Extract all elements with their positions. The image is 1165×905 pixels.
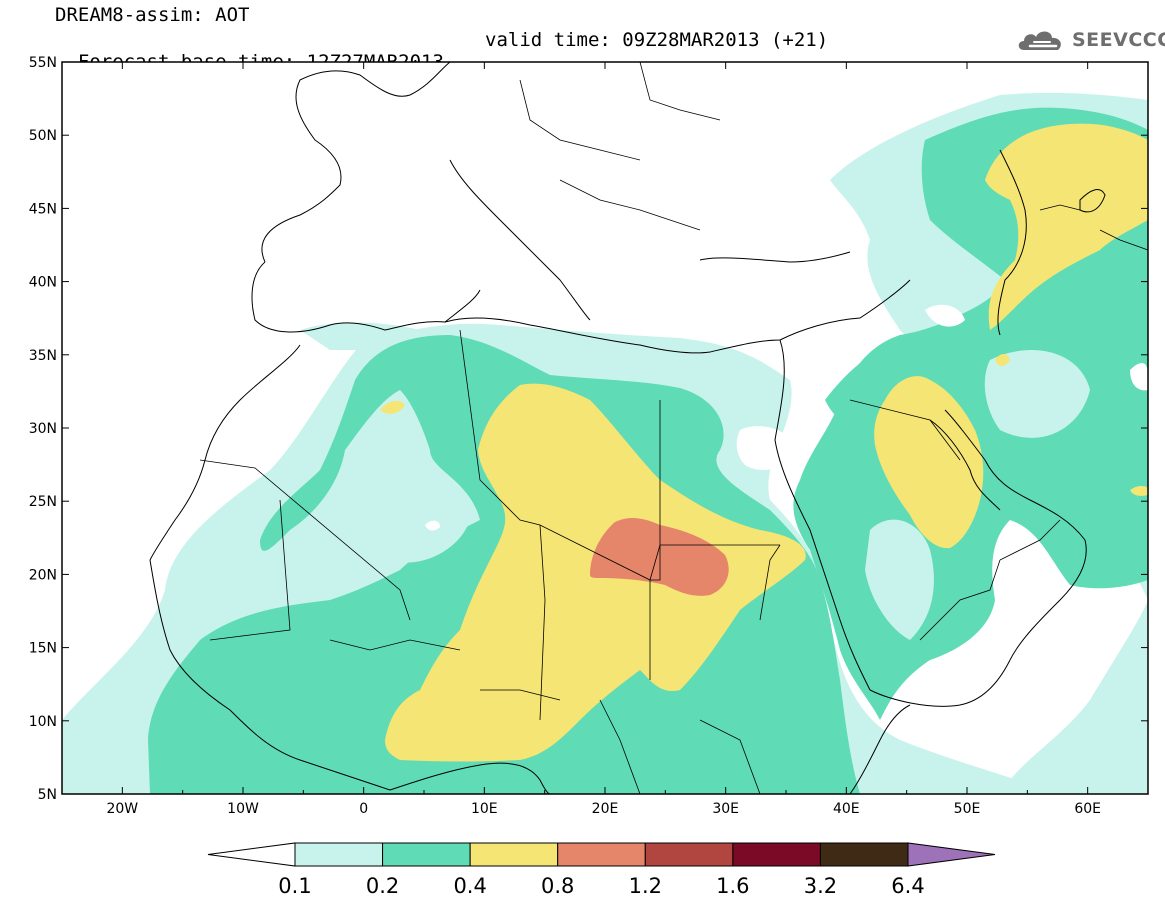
lat-label: 25N <box>29 494 57 510</box>
lat-label: 5N <box>38 787 57 803</box>
lat-label: 30N <box>29 421 57 437</box>
colorbar-label: 1.6 <box>716 874 749 898</box>
lat-label: 20N <box>29 567 57 583</box>
colorbar-label: 0.8 <box>541 874 574 898</box>
logo-text: SEEVCCC <box>1072 29 1165 51</box>
lon-label: 60E <box>1074 801 1101 817</box>
lat-label: 55N <box>29 55 57 71</box>
colorbar-label: 0.1 <box>278 874 311 898</box>
lon-label: 20E <box>592 801 619 817</box>
lat-label: 35N <box>29 348 57 364</box>
colorbar-swatch <box>382 842 471 867</box>
colorbar-swatch <box>469 842 559 867</box>
colorbar-label: 0.2 <box>366 874 399 898</box>
cloud-icon <box>1018 31 1061 50</box>
colorbar-label: 0.4 <box>453 874 486 898</box>
colorbar-swatch <box>819 842 909 867</box>
colorbar-label: 3.2 <box>804 874 837 898</box>
lon-label: 50E <box>954 801 981 817</box>
lat-label: 45N <box>29 201 57 217</box>
lat-label: 15N <box>29 641 57 657</box>
lon-label: 20W <box>106 801 138 817</box>
lat-label: 40N <box>29 275 57 291</box>
lat-label: 50N <box>29 128 57 144</box>
valid-time-text: valid time: 09Z28MAR2013 (+21) <box>485 29 829 51</box>
lon-label: 10E <box>471 801 498 817</box>
map-title: DREAM8-assim: AOT <box>55 4 250 26</box>
lat-label: 10N <box>29 714 57 730</box>
lon-label: 0 <box>359 801 368 817</box>
colorbar-under-arrow <box>207 842 296 867</box>
coastlines <box>149 62 1106 794</box>
colorbar-label: 1.2 <box>629 874 662 898</box>
country-borders <box>199 62 1148 794</box>
seevccc-logo: SEEVCCC <box>1016 26 1165 54</box>
map-axes: 55N 50N 45N 40N 35N 30N 25N 20N 15N 10N 5N 20W 10W 0 1… <box>29 55 1149 817</box>
aot-low-patches <box>370 304 1148 640</box>
aot-level-0.8 <box>590 518 729 596</box>
colorbar-swatch <box>644 842 734 867</box>
map-plot-area <box>62 62 1148 794</box>
colorbar-over-arrow <box>907 842 996 867</box>
colorbar-swatch <box>294 842 384 867</box>
lon-label: 30E <box>712 801 739 817</box>
colorbar-label: 6.4 <box>891 874 924 898</box>
lon-label: 10W <box>227 801 259 817</box>
colorbar-swatch <box>557 842 646 867</box>
lon-label: 40E <box>833 801 860 817</box>
colorbar-swatch <box>732 842 821 867</box>
